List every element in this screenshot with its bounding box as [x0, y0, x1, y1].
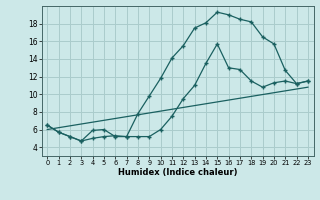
- X-axis label: Humidex (Indice chaleur): Humidex (Indice chaleur): [118, 168, 237, 177]
